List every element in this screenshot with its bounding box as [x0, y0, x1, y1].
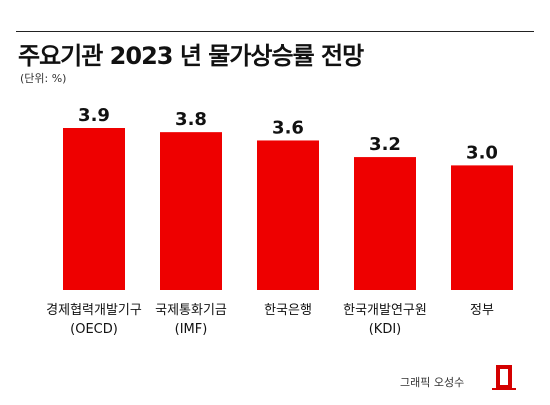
value-label-0: 3.9: [78, 105, 110, 126]
chart-title: 주요기관 2023 년 물가상승률 전망: [18, 42, 364, 70]
value-label-3: 3.2: [369, 134, 401, 155]
unit-label: (단위: %): [20, 72, 67, 85]
category-label-0-sub: (OECD): [70, 322, 118, 337]
category-label-2: 한국은행: [264, 302, 312, 318]
bar-1: [160, 132, 222, 290]
bar-0: [63, 128, 125, 290]
category-label-4: 정부: [470, 303, 494, 318]
red-rectangle-logo-icon: [492, 365, 516, 390]
value-label-4: 3.0: [466, 142, 498, 163]
category-label-3: 한국개발연구원: [343, 303, 427, 318]
category-label-0: 경제협력개발기구: [46, 303, 142, 318]
bar-4: [451, 165, 513, 290]
graphic-credit: 그래픽 오성수: [400, 376, 465, 389]
category-label-1-sub: (IMF): [175, 322, 208, 337]
bar-2: [257, 140, 319, 290]
value-label-2: 3.6: [272, 117, 304, 138]
top-rule: [16, 31, 534, 32]
bar-3: [354, 157, 416, 290]
value-label-1: 3.8: [175, 109, 207, 130]
category-label-1: 국제통화기금: [155, 303, 227, 318]
category-label-3-sub: (KDI): [369, 322, 402, 337]
